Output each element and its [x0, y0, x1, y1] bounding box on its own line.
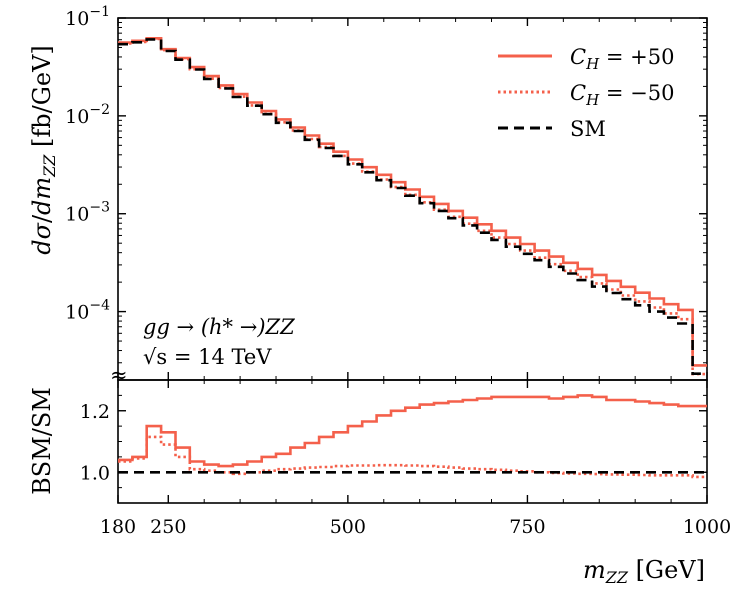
main-series-layer	[118, 37, 707, 376]
energy-annotation: √s = 14 TeV	[143, 345, 272, 369]
main-series-sm	[118, 38, 707, 375]
legend-label-ch-plus: CH = +50	[570, 45, 674, 73]
tick-layer: 10−1 10−2 10−3 10−4 180 250 500 750 1000 1.0 1.2	[65, 4, 731, 538]
main-y-axis-title: dσ/dmZZ [fb/GeV]	[28, 45, 59, 255]
x-tick-label: 1000	[683, 516, 731, 538]
x-tick-label: 250	[150, 516, 186, 538]
legend-label-ch-minus: CH = −50	[570, 81, 674, 109]
axis-break-mark: ≈	[110, 363, 128, 387]
ratio-series-layer	[118, 394, 707, 479]
ratio-y-tick-label: 1.0	[80, 462, 110, 484]
ratio-panel-frame	[117, 379, 708, 504]
main-y-tick-label: 10−3	[65, 200, 110, 226]
main-y-tick-label: 10−4	[65, 298, 110, 324]
process-annotation: gg → (h* →)ZZ	[143, 315, 295, 339]
ratio-series-ch-minus	[118, 435, 707, 479]
legend-label-sm: SM	[570, 117, 606, 141]
legend: CH = +50 CH = −50 SM	[498, 45, 674, 141]
main-y-tick-label: 10−2	[65, 102, 110, 128]
x-tick-label: 500	[330, 516, 366, 538]
main-y-tick-label: 10−1	[65, 4, 110, 30]
x-axis-title: mZZ [GeV]	[583, 556, 705, 587]
ratio-y-axis-title: BSM/SM	[28, 387, 56, 495]
ratio-y-tick-label: 1.2	[80, 401, 110, 423]
x-tick-label: 180	[100, 516, 136, 538]
ratio-series-ch-plus	[118, 394, 707, 468]
x-tick-label: 750	[509, 516, 545, 538]
